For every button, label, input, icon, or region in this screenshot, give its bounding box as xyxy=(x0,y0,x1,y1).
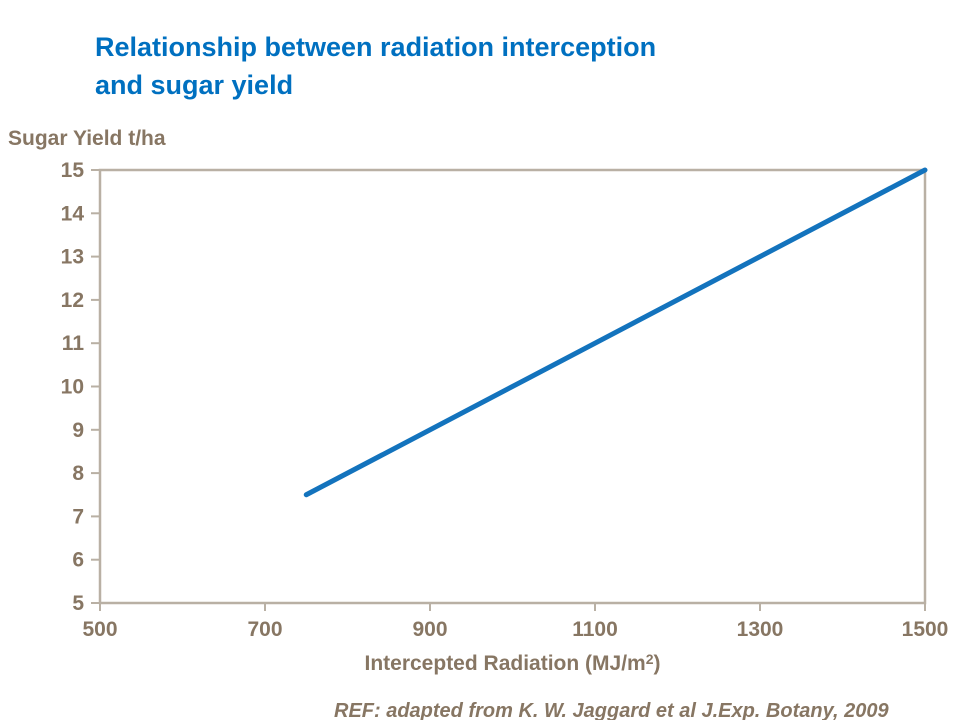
x-tick-label: 1100 xyxy=(572,618,618,641)
sugar-yield-line xyxy=(303,167,928,498)
y-tick-label: 15 xyxy=(61,159,85,182)
y-tick-label: 13 xyxy=(61,246,84,269)
x-axis-title-close-paren: ) xyxy=(653,652,661,675)
x-axis-title: Intercepted Radiation (MJ/m2) xyxy=(100,651,925,676)
y-tick-label: 8 xyxy=(72,462,84,485)
reference-note: REF: adapted from K. W. Jaggard et al J.… xyxy=(334,700,889,720)
x-tick-label: 1300 xyxy=(737,618,784,641)
y-tick-label: 5 xyxy=(72,592,84,615)
chart-title: Relationship between radiation intercept… xyxy=(95,28,656,104)
y-tick-label: 9 xyxy=(72,419,84,442)
chart-title-line-1: Relationship between radiation intercept… xyxy=(95,32,657,62)
x-axis-title-superscript: 2 xyxy=(645,651,654,667)
y-axis-title: Sugar Yield t/ha xyxy=(8,127,166,150)
chart-title-line-2: and sugar yield xyxy=(95,70,294,100)
x-tick-label: 1500 xyxy=(902,618,949,641)
y-tick-label: 11 xyxy=(62,332,85,355)
y-tick-label: 6 xyxy=(72,549,84,572)
y-tick-label: 12 xyxy=(61,289,84,312)
y-tick-label: 7 xyxy=(72,505,84,528)
y-tick-label: 14 xyxy=(61,202,85,225)
x-tick-label: 500 xyxy=(82,618,117,641)
y-tick-label: 10 xyxy=(61,376,84,399)
x-tick-label: 900 xyxy=(412,618,447,641)
x-tick-label: 700 xyxy=(247,618,282,641)
x-axis-title-text: Intercepted Radiation (MJ/m xyxy=(364,652,646,675)
